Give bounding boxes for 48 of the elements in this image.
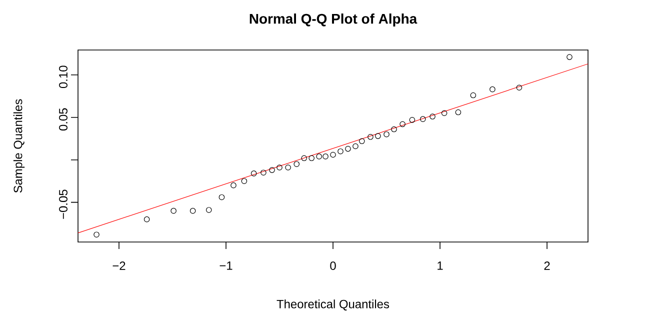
point [441,110,448,116]
point [391,126,397,132]
point [470,92,476,98]
point [285,164,291,170]
chart-title: Normal Q-Q Plot of Alpha [250,13,418,26]
point [384,131,390,138]
point [400,121,406,128]
point [359,138,365,144]
point [316,154,322,160]
point [144,216,150,222]
point [345,146,351,152]
point [276,164,282,170]
x-tick-label: 1 [438,262,443,270]
point [338,148,344,154]
point [190,208,196,214]
point [230,182,236,188]
point [430,114,436,120]
point [375,133,381,139]
point [301,155,308,162]
x-axis-title: Theoretical Quantiles [276,300,390,310]
point [516,84,522,91]
point [409,117,416,123]
y-tick-label: −0.05 [59,190,68,219]
y-axis-title: Sample Quantiles [13,99,25,193]
point [218,194,225,200]
point [294,161,300,167]
point [322,154,328,160]
x-tick-label: −2 [112,262,126,270]
point [206,207,212,213]
point [170,208,176,214]
point [566,54,572,60]
point [308,155,315,162]
x-tick-label: 0 [330,262,336,270]
x-tick-label: −1 [220,262,232,270]
point [352,143,358,150]
point [250,170,257,176]
point [241,178,248,184]
x-tick-label: 2 [544,262,550,270]
point [260,170,266,176]
y-tick-label: 0.10 [59,66,68,88]
point [368,134,374,140]
point [94,232,100,238]
point [490,86,496,92]
point [455,109,462,116]
y-tick-label: 0.05 [59,108,68,131]
point [420,116,426,122]
point [269,167,275,173]
point [330,152,336,158]
